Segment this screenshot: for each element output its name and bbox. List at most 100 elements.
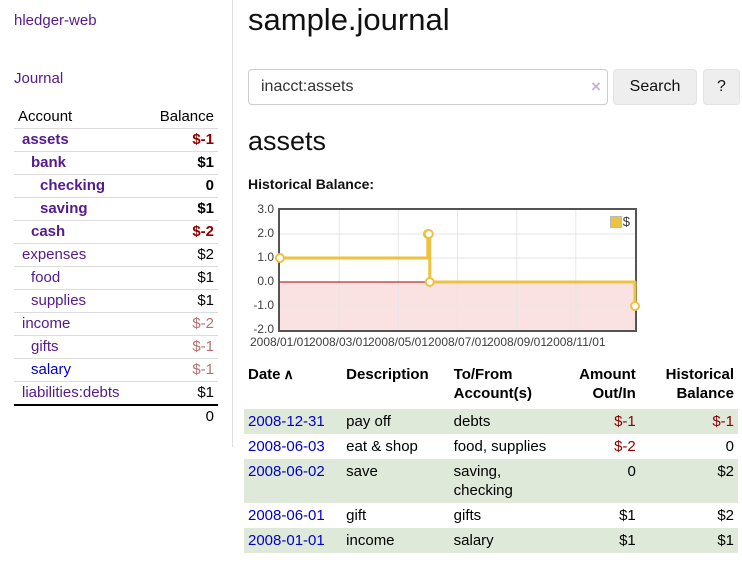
x-tick-label: 2008/05/01 xyxy=(367,335,429,349)
account-link-cash[interactable]: cash xyxy=(31,223,66,240)
transaction-accounts: debts xyxy=(453,413,491,430)
y-tick-label: 3.0 xyxy=(257,202,274,216)
register-row: 2008-01-01 income salary $1 $1 xyxy=(244,528,738,553)
transaction-description: eat & shop xyxy=(346,438,418,455)
account-link-assets[interactable]: assets xyxy=(22,131,69,148)
account-row-gifts: gifts $-1 xyxy=(14,335,218,359)
transaction-amount: $1 xyxy=(619,507,636,524)
account-row-liabilities-debts: liabilities:debts $1 xyxy=(14,381,218,405)
date-column-header[interactable]: Date ∧ xyxy=(248,366,294,383)
account-balance: $-1 xyxy=(144,335,218,359)
account-balance: $1 xyxy=(144,289,218,313)
account-row-assets: assets $-1 xyxy=(14,128,218,152)
account-balance: 0 xyxy=(144,174,218,198)
chart-plot-area: $ xyxy=(275,208,640,332)
account-row-supplies: supplies $1 xyxy=(14,289,218,313)
transaction-description: income xyxy=(346,532,395,549)
register-table: Date ∧ Description To/From Account(s) Amo… xyxy=(244,363,738,553)
search-input[interactable] xyxy=(248,69,608,105)
chart-canvas xyxy=(275,210,640,330)
account-row-expenses: expenses $2 xyxy=(14,243,218,267)
transaction-amount: $-1 xyxy=(614,413,636,430)
help-button[interactable]: ? xyxy=(703,69,740,105)
account-link-bank[interactable]: bank xyxy=(31,154,67,171)
account-balance: $2 xyxy=(144,243,218,267)
x-tick-label: 2008/01/01 xyxy=(249,335,311,349)
accounts-total-row: 0 xyxy=(14,404,218,428)
historical-balance-chart: 3.0 2.0 1.0 0.0 -1.0 -2.0 xyxy=(248,201,668,351)
transaction-description: save xyxy=(346,463,378,480)
transaction-date-link[interactable]: 2008-12-31 xyxy=(248,413,325,430)
transaction-accounts: gifts xyxy=(453,507,482,524)
transaction-description: gift xyxy=(346,507,367,524)
account-link-supplies[interactable]: supplies xyxy=(31,292,87,309)
register-row: 2008-06-02 save saving, checking 0 $2 xyxy=(244,459,738,503)
x-tick-label: 2008/09/01 xyxy=(486,335,548,349)
app-title-link[interactable]: hledger-web xyxy=(14,12,97,29)
account-balance: $-2 xyxy=(144,312,218,336)
account-row-checking: checking 0 xyxy=(14,174,218,198)
account-link-saving[interactable]: saving xyxy=(40,200,88,217)
sidebar: hledger-web Journal Account Balance asse… xyxy=(0,0,233,447)
transaction-amount: $1 xyxy=(619,532,636,549)
account-link-expenses[interactable]: expenses xyxy=(22,246,87,263)
clear-search-icon[interactable]: × xyxy=(591,77,601,96)
page-title: sample.journal xyxy=(248,2,450,37)
legend-swatch-icon xyxy=(609,216,622,228)
balance-column-header: Balance xyxy=(159,108,214,125)
transaction-date-link[interactable]: 2008-06-02 xyxy=(248,463,325,480)
transaction-amount: $-2 xyxy=(614,438,636,455)
account-row-salary: salary $-1 xyxy=(14,358,218,382)
transaction-date-link[interactable]: 2008-06-03 xyxy=(248,438,325,455)
account-link-checking[interactable]: checking xyxy=(40,177,106,194)
amount-column-header: Amount Out/In xyxy=(579,366,636,402)
chart-legend: $ xyxy=(609,214,630,229)
account-link-salary[interactable]: salary xyxy=(31,361,72,378)
transaction-balance: $1 xyxy=(717,532,734,549)
sidebar-item-journal[interactable]: Journal xyxy=(14,70,64,87)
register-row: 2008-06-03 eat & shop food, supplies $-2… xyxy=(244,434,738,459)
account-row-saving: saving $1 xyxy=(14,197,218,221)
x-tick-label: 2008/11/01 xyxy=(546,335,606,349)
y-tick-label: 2.0 xyxy=(257,226,274,240)
account-link-income[interactable]: income xyxy=(22,315,71,332)
account-column-header: Account xyxy=(18,108,73,125)
y-tick-label: 1.0 xyxy=(257,250,274,264)
account-balance: $1 xyxy=(144,151,218,175)
transaction-description: pay off xyxy=(346,413,391,430)
y-tick-label: 0.0 xyxy=(257,274,274,288)
account-balance: $1 xyxy=(144,266,218,290)
x-tick-label: 2008/07/01 xyxy=(427,335,489,349)
x-tick-label: 2008/03/01 xyxy=(308,335,370,349)
y-tick-label: -2.0 xyxy=(253,322,274,336)
account-balance: $1 xyxy=(144,197,218,221)
accounts-table: Account Balance assets $-1 bank $1 check… xyxy=(14,105,218,428)
main-content: sample.journal × Search ? assets Histori… xyxy=(244,0,742,582)
balance-column-header: Historical Balance xyxy=(665,366,734,402)
transaction-date-link[interactable]: 2008-06-01 xyxy=(248,507,325,524)
transaction-balance: $2 xyxy=(717,507,734,524)
transaction-amount: 0 xyxy=(627,463,636,480)
account-link-gifts[interactable]: gifts xyxy=(31,338,59,355)
search-form: × Search ? xyxy=(248,69,742,105)
y-tick-label: -1.0 xyxy=(253,298,274,312)
description-column-header: Description xyxy=(346,366,429,383)
account-row-food: food $1 xyxy=(14,266,218,290)
transaction-balance: 0 xyxy=(725,438,734,455)
register-row: 2008-06-01 gift gifts $1 $2 xyxy=(244,503,738,528)
legend-label: $ xyxy=(622,214,630,229)
account-balance: $-1 xyxy=(144,128,218,152)
account-balance: $-2 xyxy=(144,220,218,244)
account-balance: $1 xyxy=(144,381,218,405)
transaction-date-link[interactable]: 2008-01-01 xyxy=(248,532,325,549)
chart-section-label: Historical Balance: xyxy=(248,176,375,192)
accounts-total-value: 0 xyxy=(144,404,218,428)
account-link-food[interactable]: food xyxy=(31,269,61,286)
register-row: 2008-12-31 pay off debts $-1 $-1 xyxy=(244,409,738,434)
balance-series xyxy=(275,229,640,311)
transaction-accounts: salary xyxy=(453,532,494,549)
transaction-balance: $-1 xyxy=(712,413,734,430)
search-button[interactable]: Search xyxy=(613,69,697,105)
account-link-liabilities-debts[interactable]: liabilities:debts xyxy=(22,384,120,401)
